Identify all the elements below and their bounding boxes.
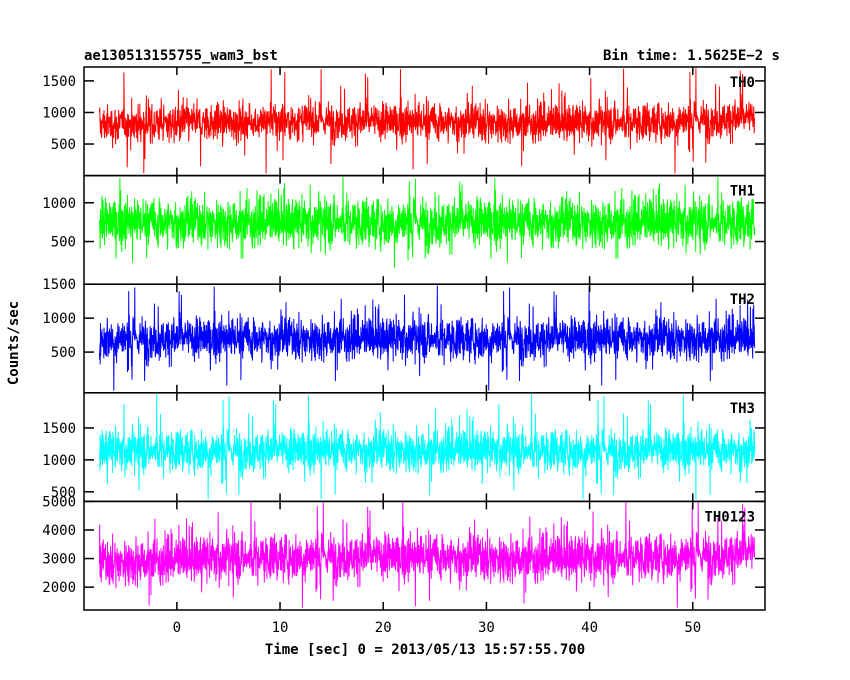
y-tick-label: 1500	[42, 277, 76, 293]
panel-frame	[83, 500, 766, 611]
x-tick-label: 40	[581, 620, 598, 636]
panel-label: TH3	[730, 401, 755, 417]
y-tick-label: 1000	[42, 311, 76, 327]
y-tick-label: 2000	[42, 580, 76, 596]
panel-label: TH0123	[704, 509, 755, 525]
y-tick-label: 4000	[42, 523, 76, 539]
y-tick-label: 500	[51, 235, 76, 251]
y-tick-label: 1500	[42, 74, 76, 90]
panel-label: TH2	[730, 292, 755, 308]
y-axis-label: Counts/sec	[6, 301, 22, 385]
series-line-th0	[99, 68, 756, 174]
series-line-th2	[99, 285, 756, 391]
chart-title: ae130513155755_wam3_bst	[84, 48, 278, 64]
series-line-th0123	[99, 501, 756, 608]
y-tick-label: 1000	[42, 105, 76, 121]
panel-label: TH1	[730, 184, 755, 200]
series-line-th3	[99, 394, 756, 500]
panel-th0: 500 1000 1500 TH0	[42, 66, 766, 177]
y-tick-label: 3000	[42, 552, 76, 568]
x-tick-label: 30	[478, 620, 495, 636]
panel-label: TH0	[730, 75, 755, 91]
y-tick-label: 1000	[42, 453, 76, 469]
panel-th1: 500 1000 TH1	[42, 174, 766, 285]
panel-th2: 500 1000 1500 TH2	[42, 277, 766, 394]
y-tick-label: 1000	[42, 196, 76, 212]
x-axis-label: Time [sec] 0 = 2013/05/13 15:57:55.700	[265, 642, 585, 658]
y-tick-label: 5000	[42, 494, 76, 510]
y-tick-label: 500	[51, 345, 76, 361]
x-tick-label: 20	[375, 620, 392, 636]
y-tick-label: 500	[51, 485, 76, 501]
x-tick-label: 50	[684, 620, 701, 636]
y-tick-label: 1500	[42, 421, 76, 437]
x-tick-label: 10	[272, 620, 289, 636]
panel-th3: 500 1000 1500 TH3	[42, 392, 766, 503]
y-tick-label: 500	[51, 137, 76, 153]
panel-th0123: 2000 3000 4000 5000 TH0123	[42, 494, 766, 611]
bin-time-label: Bin time: 1.5625E−2 s	[603, 48, 780, 64]
series-line-th1	[99, 176, 756, 268]
x-tick-label: 0	[173, 620, 181, 636]
